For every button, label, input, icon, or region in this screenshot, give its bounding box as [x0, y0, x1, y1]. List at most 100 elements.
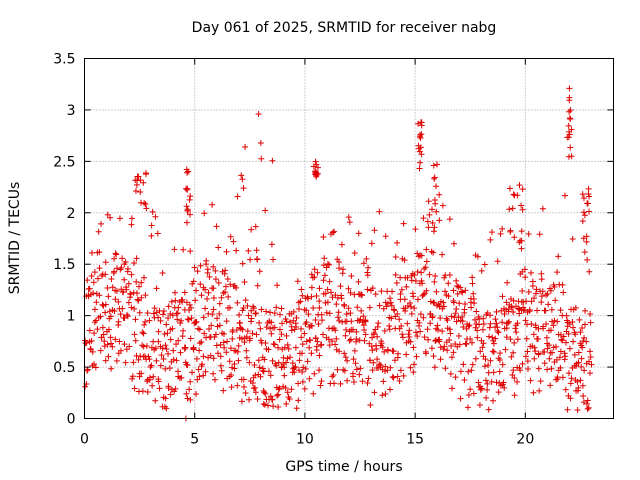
- data-point: [138, 370, 145, 377]
- data-point: [278, 305, 285, 312]
- data-point: [196, 340, 203, 347]
- data-point: [220, 331, 227, 338]
- data-point: [432, 200, 439, 207]
- data-point: [240, 185, 247, 192]
- data-point: [351, 378, 358, 385]
- data-point: [229, 335, 236, 342]
- data-point: [251, 361, 258, 368]
- data-point: [239, 326, 246, 333]
- data-point: [108, 276, 115, 283]
- data-point: [254, 396, 261, 403]
- data-point: [490, 340, 497, 347]
- data-point: [202, 305, 209, 312]
- data-point: [412, 278, 419, 285]
- data-point: [547, 382, 554, 389]
- data-point: [444, 347, 451, 354]
- data-point: [129, 375, 136, 382]
- data-point: [184, 185, 191, 192]
- data-point: [297, 325, 304, 332]
- data-point: [295, 380, 302, 387]
- data-point: [474, 334, 481, 341]
- data-point: [173, 310, 180, 317]
- data-point: [355, 278, 362, 285]
- data-point: [167, 310, 174, 317]
- data-point: [427, 320, 434, 327]
- data-point: [551, 283, 558, 290]
- data-point: [253, 247, 260, 254]
- data-point: [485, 406, 492, 413]
- data-point: [119, 305, 126, 312]
- y-tick-label: 3: [67, 103, 76, 119]
- data-point: [522, 274, 529, 281]
- data-point: [188, 315, 195, 322]
- data-point: [495, 389, 502, 396]
- data-point: [105, 293, 112, 300]
- data-point: [184, 207, 191, 214]
- data-point: [364, 272, 371, 279]
- data-point: [535, 350, 542, 357]
- data-point: [376, 208, 383, 215]
- data-point: [457, 284, 464, 291]
- data-point: [268, 396, 275, 403]
- data-point: [430, 299, 437, 306]
- data-point: [160, 307, 167, 314]
- data-point: [268, 319, 275, 326]
- data-point: [293, 314, 300, 321]
- data-point: [158, 352, 165, 359]
- data-point: [270, 256, 277, 263]
- data-point: [276, 326, 283, 333]
- data-point: [256, 319, 263, 326]
- data-point: [468, 304, 475, 311]
- data-point: [418, 131, 425, 138]
- data-point: [524, 366, 531, 373]
- data-point: [283, 400, 290, 407]
- data-point: [354, 304, 361, 311]
- data-point: [312, 158, 319, 165]
- data-point: [578, 363, 585, 370]
- data-point: [397, 291, 404, 298]
- data-point: [265, 402, 272, 409]
- data-point: [580, 195, 587, 202]
- data-point: [246, 359, 253, 366]
- data-point: [542, 292, 549, 299]
- data-point: [519, 186, 526, 193]
- data-point: [579, 191, 586, 198]
- data-point: [572, 331, 579, 338]
- data-point: [452, 310, 459, 317]
- data-point: [157, 317, 164, 324]
- data-point: [273, 304, 280, 311]
- data-point: [140, 343, 147, 350]
- data-point: [201, 330, 208, 337]
- data-point: [440, 346, 447, 353]
- data-point: [396, 378, 403, 385]
- data-point: [261, 389, 268, 396]
- data-point: [196, 373, 203, 380]
- data-point: [501, 311, 508, 318]
- data-point: [280, 354, 287, 361]
- data-point: [387, 299, 394, 306]
- data-point: [173, 341, 180, 348]
- data-point: [312, 317, 319, 324]
- data-point: [543, 334, 550, 341]
- data-point: [459, 318, 466, 325]
- data-point: [233, 326, 240, 333]
- data-point: [522, 317, 529, 324]
- data-point: [324, 299, 331, 306]
- data-point: [538, 270, 545, 277]
- data-point: [565, 370, 572, 377]
- data-point: [96, 265, 103, 272]
- data-point: [529, 278, 536, 285]
- data-point: [407, 364, 414, 371]
- data-point: [311, 274, 318, 281]
- data-point: [417, 134, 424, 141]
- data-point: [228, 384, 235, 391]
- data-point: [315, 320, 322, 327]
- data-point: [374, 356, 381, 363]
- data-point: [455, 333, 462, 340]
- data-point: [417, 159, 424, 166]
- data-point: [435, 337, 442, 344]
- data-point: [476, 401, 483, 408]
- data-point: [102, 357, 109, 364]
- data-point: [92, 364, 99, 371]
- data-point: [187, 211, 194, 218]
